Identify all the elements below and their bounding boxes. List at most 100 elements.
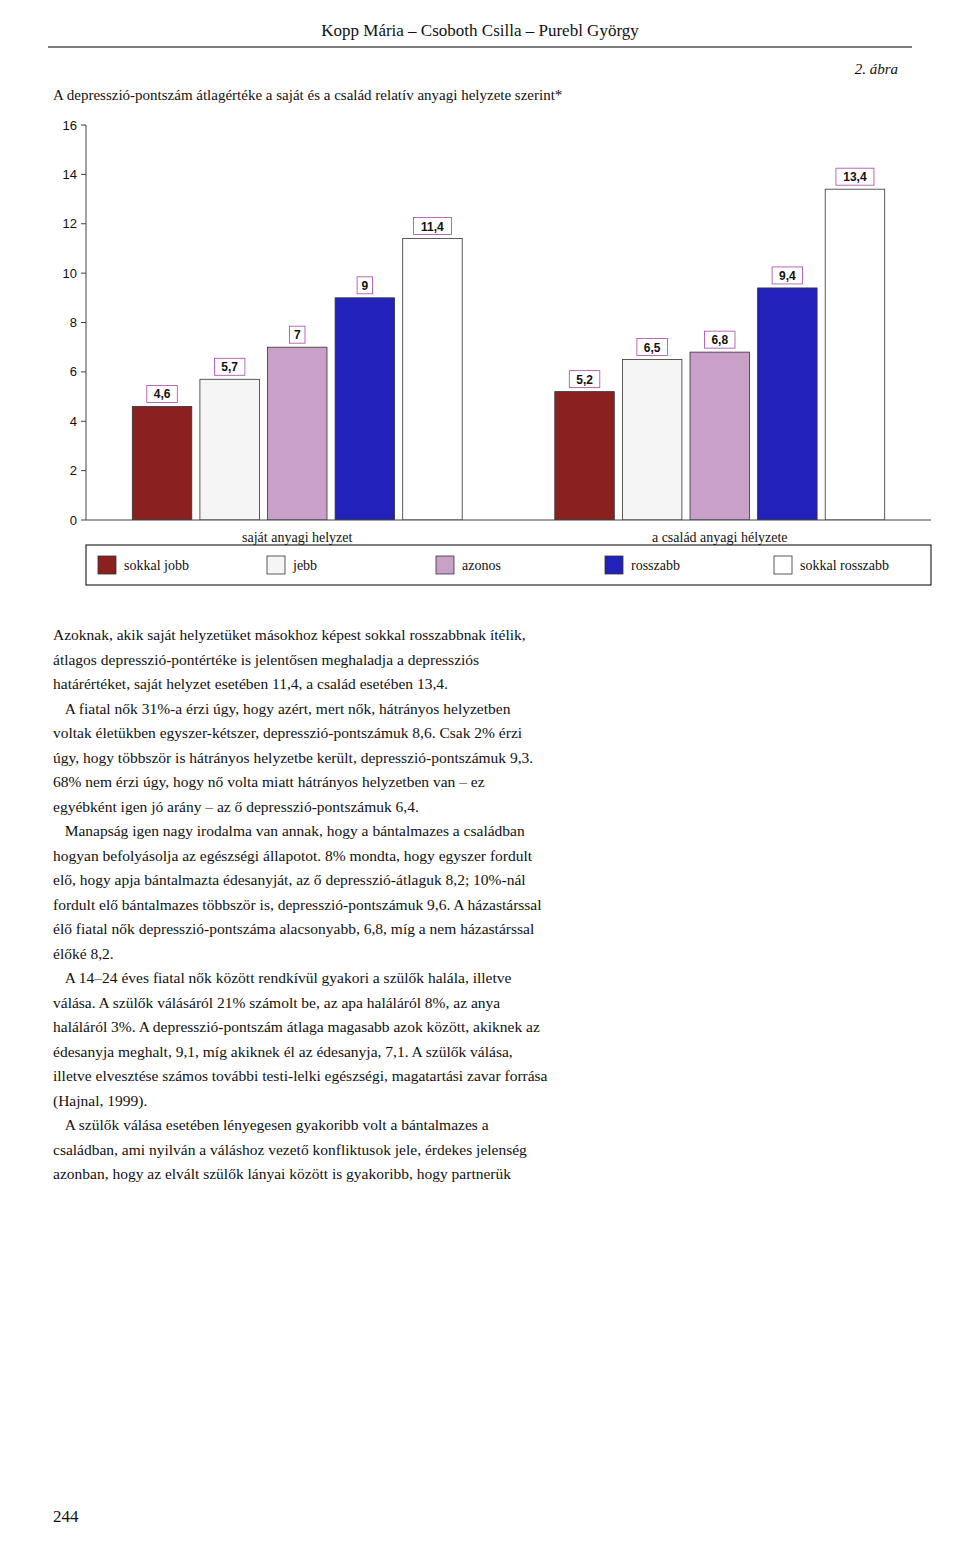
y-tick-label: 10 bbox=[63, 266, 77, 281]
y-tick bbox=[81, 125, 86, 126]
body-line: A 14–24 éves fiatal nők között rendkívül… bbox=[53, 969, 512, 986]
bar bbox=[403, 239, 462, 520]
x-axis: saját anyagi helyzet a család anyagi hély… bbox=[86, 520, 931, 545]
body-line: illetve elvesztése számos további testi-… bbox=[53, 1067, 548, 1084]
x-tick-label: saját anyagi helyzet bbox=[242, 530, 353, 545]
data-label: 6,8 bbox=[711, 333, 728, 347]
data-label: 4,6 bbox=[154, 387, 171, 401]
background bbox=[0, 0, 960, 1553]
body-line: hogyan befolyásolja az egészségi állapot… bbox=[53, 847, 533, 864]
data-label-box bbox=[705, 331, 736, 348]
body-line: voltak életükben egyszer-kétszer, depres… bbox=[53, 724, 523, 741]
x-tick-label: a család anyagi hélyzete bbox=[652, 530, 788, 545]
data-labels: 4,6 5,2 5,7 6,5 7 6,8 9 9,4 11,4 13,4 bbox=[147, 168, 874, 402]
body-line: átlagos depresszió-pontértéke is jelentő… bbox=[53, 651, 479, 668]
y-tick-label: 8 bbox=[70, 315, 77, 330]
y-tick bbox=[81, 273, 86, 274]
bar bbox=[690, 352, 749, 520]
body-line: A szülők válása esetében lényegesen gyak… bbox=[53, 1116, 489, 1133]
body-line: úgy, hogy többször is hátrányos helyzetb… bbox=[53, 749, 533, 766]
data-label: 6,5 bbox=[644, 341, 661, 355]
legend-swatch bbox=[605, 556, 623, 574]
chart: 0 2 4 6 8 10 12 14 16 4,6 5,2 5,7 6,5 7 6,8 9 9,4 11,4 13,… bbox=[63, 118, 931, 586]
y-tick bbox=[81, 470, 86, 471]
data-label-box bbox=[290, 326, 306, 343]
body-line: elő, hogy apja bántalmazta édesanyját, a… bbox=[53, 871, 526, 888]
bar bbox=[335, 298, 394, 520]
y-tick-label: 4 bbox=[70, 414, 77, 429]
y-tick-label: 16 bbox=[63, 118, 77, 133]
legend-swatch bbox=[774, 556, 792, 574]
body-line: határértéket, saját helyzet esetében 11,… bbox=[53, 675, 448, 692]
data-label-box bbox=[836, 168, 874, 185]
body-line: válása. A szülők válásáról 21% számolt b… bbox=[53, 994, 500, 1011]
bar bbox=[622, 360, 681, 520]
page-number: 244 bbox=[53, 1507, 79, 1526]
legend-label: azonos bbox=[462, 558, 501, 573]
data-label-box bbox=[147, 385, 178, 402]
data-label: 5,7 bbox=[221, 360, 238, 374]
data-label-box bbox=[637, 339, 668, 356]
page: Kopp Mária – Csoboth Csilla – Purebl Gyö… bbox=[0, 0, 960, 1553]
data-label: 9,4 bbox=[779, 269, 796, 283]
body-line: azonban, hogy az elvált szülők lányai kö… bbox=[53, 1165, 511, 1182]
figure-label: 2. ábra bbox=[855, 61, 898, 77]
body-line: egyébként igen jó arány – az ő depresszi… bbox=[53, 798, 419, 815]
y-tick bbox=[81, 421, 86, 422]
y-tick-label: 12 bbox=[63, 216, 77, 231]
legend-label: rosszabb bbox=[631, 558, 680, 573]
data-label-box bbox=[357, 277, 373, 294]
y-tick bbox=[81, 322, 86, 323]
y-tick-label: 0 bbox=[70, 513, 77, 528]
chart-title: A depresszió-pontszám átlagértéke a sajá… bbox=[53, 87, 562, 103]
data-label: 7 bbox=[294, 328, 301, 342]
body-line: A fiatal nők 31%-a érzi úgy, hogy azért,… bbox=[53, 700, 511, 717]
header-rule bbox=[48, 47, 912, 48]
y-axis-line bbox=[86, 125, 87, 520]
bar bbox=[758, 288, 817, 520]
data-label-box bbox=[214, 358, 245, 375]
y-tick bbox=[81, 520, 86, 521]
bars bbox=[132, 189, 884, 520]
legend-swatch bbox=[267, 556, 285, 574]
bar bbox=[555, 392, 614, 520]
data-label: 9 bbox=[362, 279, 369, 293]
x-axis-line bbox=[86, 520, 931, 521]
y-tick bbox=[81, 371, 86, 372]
body-line: haláláról 3%. A depresszió-pontszám átla… bbox=[53, 1018, 540, 1035]
body-line: 68% nem érzi úgy, hogy nő volta miatt há… bbox=[53, 773, 485, 790]
legend-swatch bbox=[436, 556, 454, 574]
bar bbox=[132, 406, 191, 520]
body-text: Azoknak, akik saját helyzetüket másokhoz… bbox=[53, 626, 548, 1182]
body-line: családban, ami nyilván a váláshoz vezető… bbox=[53, 1141, 527, 1158]
body-line: Azoknak, akik saját helyzetüket másokhoz… bbox=[53, 626, 526, 643]
data-label: 11,4 bbox=[421, 220, 444, 234]
legend: sokkal jobb jebb azonos rosszabb sokkal ross… bbox=[86, 545, 931, 585]
legend-frame bbox=[86, 545, 931, 585]
legend-swatch bbox=[98, 556, 116, 574]
header: Kopp Mária – Csoboth Csilla – Purebl Gyö… bbox=[321, 21, 639, 40]
legend-label: jebb bbox=[292, 558, 317, 573]
y-tick-label: 2 bbox=[70, 463, 77, 478]
data-label: 5,2 bbox=[576, 373, 593, 387]
bar bbox=[825, 189, 884, 520]
body-line: édesanyja meghalt, 9,1, míg akiknek él a… bbox=[53, 1043, 513, 1060]
bar bbox=[200, 379, 259, 520]
body-line: Manapság igen nagy irodalma van annak, h… bbox=[53, 822, 525, 839]
y-tick-label: 14 bbox=[63, 167, 77, 182]
body-line: fordult elő bántalmazes többször is, dep… bbox=[53, 896, 542, 913]
body-line: élő fiatal nők depresszió-pontszáma alac… bbox=[53, 920, 534, 937]
data-label-box bbox=[569, 371, 600, 388]
y-tick-label: 6 bbox=[70, 364, 77, 379]
data-label-box bbox=[413, 218, 451, 235]
y-tick bbox=[81, 174, 86, 175]
legend-label: sokkal jobb bbox=[124, 558, 189, 573]
legend-label: sokkal rosszabb bbox=[800, 558, 889, 573]
y-axis: 0 2 4 6 8 10 12 14 16 bbox=[63, 118, 86, 528]
y-tick bbox=[81, 223, 86, 224]
data-label: 13,4 bbox=[843, 170, 867, 184]
body-line: (Hajnal, 1999). bbox=[53, 1092, 147, 1110]
body-line: élőké 8,2. bbox=[53, 945, 114, 962]
bar bbox=[268, 347, 327, 520]
data-label-box bbox=[772, 267, 803, 284]
